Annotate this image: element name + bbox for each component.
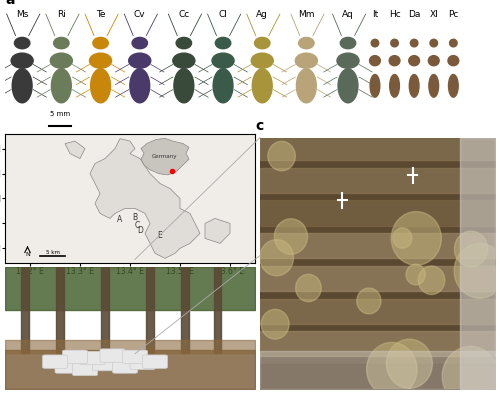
Ellipse shape (337, 53, 359, 68)
Text: E: E (158, 231, 162, 241)
Circle shape (418, 266, 445, 294)
FancyBboxPatch shape (62, 350, 88, 364)
Polygon shape (141, 138, 189, 175)
Text: Ri: Ri (57, 10, 66, 19)
Text: B: B (132, 213, 138, 222)
Text: Cv: Cv (134, 10, 145, 19)
Ellipse shape (296, 53, 318, 68)
Circle shape (260, 240, 294, 276)
Ellipse shape (132, 37, 148, 49)
Ellipse shape (90, 53, 112, 68)
Ellipse shape (410, 75, 419, 97)
FancyBboxPatch shape (80, 351, 105, 365)
Text: N: N (25, 252, 30, 257)
Ellipse shape (448, 75, 458, 97)
Circle shape (393, 228, 412, 248)
Ellipse shape (54, 37, 69, 49)
Ellipse shape (216, 37, 231, 49)
Ellipse shape (390, 75, 400, 97)
Ellipse shape (410, 39, 418, 47)
Text: Da: Da (408, 10, 420, 19)
Ellipse shape (212, 53, 234, 68)
Ellipse shape (173, 53, 195, 68)
Ellipse shape (296, 69, 316, 103)
Text: Ms: Ms (16, 10, 28, 19)
Circle shape (454, 244, 500, 298)
Text: Cl: Cl (218, 10, 228, 19)
FancyBboxPatch shape (130, 356, 155, 369)
Polygon shape (205, 219, 230, 243)
Ellipse shape (448, 56, 458, 66)
FancyBboxPatch shape (42, 355, 68, 368)
Circle shape (442, 346, 498, 393)
Ellipse shape (130, 69, 150, 103)
FancyBboxPatch shape (92, 357, 118, 371)
Ellipse shape (391, 39, 398, 47)
Text: c: c (256, 119, 264, 132)
Text: Ag: Ag (256, 10, 268, 19)
Text: 5 km: 5 km (46, 250, 60, 255)
Text: A: A (118, 215, 122, 224)
Polygon shape (65, 141, 85, 158)
FancyBboxPatch shape (72, 362, 98, 376)
FancyBboxPatch shape (142, 355, 168, 368)
Ellipse shape (389, 56, 400, 66)
Ellipse shape (338, 69, 358, 103)
Text: Aq: Aq (342, 10, 354, 19)
Ellipse shape (298, 37, 314, 49)
Ellipse shape (252, 69, 272, 103)
Text: It: It (372, 10, 378, 19)
Circle shape (261, 309, 289, 339)
Ellipse shape (428, 56, 439, 66)
Text: Te: Te (96, 10, 106, 19)
Ellipse shape (340, 37, 355, 49)
FancyBboxPatch shape (100, 349, 125, 362)
Circle shape (406, 264, 425, 285)
Circle shape (454, 231, 488, 267)
Ellipse shape (450, 39, 457, 47)
Circle shape (366, 342, 417, 393)
Ellipse shape (93, 37, 108, 49)
FancyBboxPatch shape (55, 360, 80, 373)
Text: C: C (135, 221, 140, 230)
Ellipse shape (429, 75, 438, 97)
Circle shape (274, 219, 308, 254)
Ellipse shape (90, 69, 110, 103)
Ellipse shape (12, 69, 32, 103)
Ellipse shape (370, 75, 380, 97)
Text: Xl: Xl (430, 10, 438, 19)
Ellipse shape (371, 39, 378, 47)
Ellipse shape (174, 69, 194, 103)
Text: Germany: Germany (152, 154, 178, 159)
Text: a: a (5, 0, 15, 7)
Ellipse shape (254, 37, 270, 49)
Circle shape (357, 288, 381, 314)
Text: Pc: Pc (448, 10, 458, 19)
Text: Mm: Mm (298, 10, 314, 19)
Ellipse shape (430, 39, 438, 47)
Ellipse shape (11, 53, 33, 68)
Circle shape (296, 274, 321, 302)
Text: Hc: Hc (388, 10, 400, 19)
Ellipse shape (251, 53, 274, 68)
Ellipse shape (176, 37, 192, 49)
Ellipse shape (370, 56, 380, 66)
Ellipse shape (213, 69, 233, 103)
Circle shape (391, 211, 442, 265)
Circle shape (386, 339, 432, 388)
Polygon shape (90, 139, 200, 258)
Text: 5 mm: 5 mm (50, 111, 70, 117)
FancyBboxPatch shape (112, 360, 138, 373)
Ellipse shape (409, 56, 420, 66)
Ellipse shape (14, 37, 30, 49)
Text: Cc: Cc (178, 10, 190, 19)
Ellipse shape (52, 69, 72, 103)
Ellipse shape (128, 53, 151, 68)
Text: D: D (137, 226, 143, 235)
Circle shape (268, 141, 295, 171)
Ellipse shape (50, 53, 72, 68)
FancyBboxPatch shape (122, 350, 148, 364)
